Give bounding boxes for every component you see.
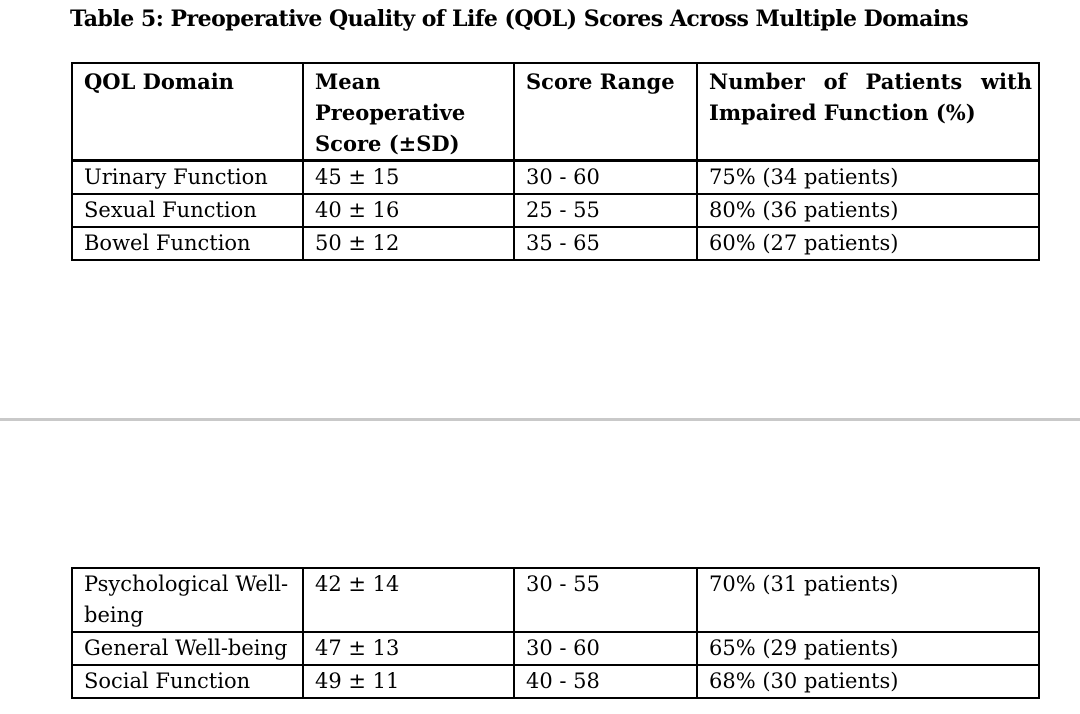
cell-mean-score: 45 ± 15 [302, 159, 515, 195]
table-caption: Table 5: Preoperative Quality of Life (Q… [70, 6, 969, 32]
table-row: Sexual Function 40 ± 16 25 - 55 80% (36 … [71, 193, 1040, 228]
table-row: Psychological Well-being 42 ± 14 30 - 55… [71, 567, 1040, 633]
cell-score-range: 40 - 58 [513, 664, 698, 699]
cell-score-range: 30 - 55 [513, 567, 698, 633]
cell-domain: Sexual Function [71, 193, 304, 228]
cell-impaired-patients: 80% (36 patients) [696, 193, 1040, 228]
cell-mean-score: 47 ± 13 [302, 631, 515, 666]
cell-score-range: 35 - 65 [513, 226, 698, 261]
table-row: Urinary Function 45 ± 15 30 - 60 75% (34… [71, 159, 1040, 195]
column-header-impaired-patients: Number of Patients with Impaired Functio… [696, 62, 1040, 162]
table-row: General Well-being 47 ± 13 30 - 60 65% (… [71, 631, 1040, 666]
cell-mean-score: 49 ± 11 [302, 664, 515, 699]
table-row: Social Function 49 ± 11 40 - 58 68% (30 … [71, 664, 1040, 699]
cell-mean-score: 42 ± 14 [302, 567, 515, 633]
cell-mean-score: 40 ± 16 [302, 193, 515, 228]
cell-impaired-patients: 60% (27 patients) [696, 226, 1040, 261]
page-break-divider [0, 418, 1080, 421]
cell-mean-score: 50 ± 12 [302, 226, 515, 261]
column-header-mean-score: Mean Preoperative Score (±SD) [302, 62, 515, 162]
cell-domain: Social Function [71, 664, 304, 699]
cell-score-range: 30 - 60 [513, 159, 698, 195]
cell-domain: Bowel Function [71, 226, 304, 261]
cell-domain: Urinary Function [71, 159, 304, 195]
cell-score-range: 25 - 55 [513, 193, 698, 228]
qol-table-page1: QOL Domain Mean Preoperative Score (±SD)… [71, 62, 1040, 261]
column-header-score-range: Score Range [513, 62, 698, 162]
cell-impaired-patients: 65% (29 patients) [696, 631, 1040, 666]
qol-table-page2: Psychological Well-being 42 ± 14 30 - 55… [71, 567, 1040, 699]
table-row: Bowel Function 50 ± 12 35 - 65 60% (27 p… [71, 226, 1040, 261]
column-header-qol-domain: QOL Domain [71, 62, 304, 162]
cell-score-range: 30 - 60 [513, 631, 698, 666]
cell-domain: General Well-being [71, 631, 304, 666]
cell-impaired-patients: 75% (34 patients) [696, 159, 1040, 195]
cell-impaired-patients: 70% (31 patients) [696, 567, 1040, 633]
cell-domain: Psychological Well-being [71, 567, 304, 633]
table-header-row: QOL Domain Mean Preoperative Score (±SD)… [71, 62, 1040, 162]
cell-impaired-patients: 68% (30 patients) [696, 664, 1040, 699]
